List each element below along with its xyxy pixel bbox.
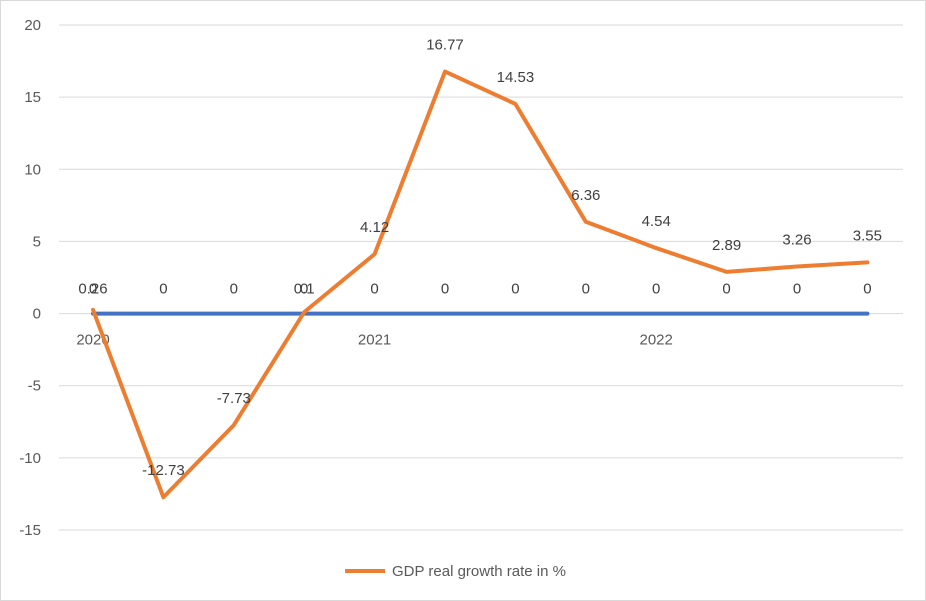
data-label-baseline-10: 0: [793, 281, 801, 298]
data-label-baseline-3: 0: [300, 281, 308, 298]
gridlines: [59, 24, 903, 531]
y-tick-label--10: -10: [19, 450, 41, 467]
y-tick-label-15: 15: [24, 89, 41, 106]
y-tick-label--5: -5: [28, 378, 41, 395]
y-axis-ticks: 20 15 10 5 0 -5 -10 -15: [19, 17, 41, 539]
data-label-gdp-0: 0.26: [78, 281, 107, 298]
y-tick-label-10: 10: [24, 161, 41, 178]
data-label-gdp-11: 3.55: [853, 227, 882, 244]
data-label-gdp-2: -7.73: [217, 390, 251, 407]
data-label-gdp-8: 4.54: [642, 213, 671, 230]
x-axis-year-labels: 2020 2021 2022: [76, 332, 673, 349]
y-tick-label--15: -15: [19, 522, 41, 539]
data-label-baseline-0: 0: [89, 281, 97, 298]
x-year-label-2021: 2021: [358, 332, 391, 349]
y-tick-label-0: 0: [33, 306, 41, 323]
legend: GDP real growth rate in %: [345, 563, 566, 580]
data-label-gdp-10: 3.26: [782, 232, 811, 249]
series-lines: [91, 69, 870, 500]
data-label-baseline-1: 0: [159, 281, 167, 298]
data-label-gdp-5: 16.77: [426, 37, 464, 54]
data-label-baseline-2: 0: [230, 281, 238, 298]
data-label-gdp-3: 0.1: [294, 281, 315, 298]
data-label-baseline-5: 0: [441, 281, 449, 298]
data-label-baseline-8: 0: [652, 281, 660, 298]
data-labels: 0 0 0 0 0 0 0 0 0 0 0 00.26-12.73-7.730.14.1216.771…: [78, 37, 882, 480]
data-label-baseline-7: 0: [582, 281, 590, 298]
y-tick-label-5: 5: [33, 233, 41, 250]
data-label-gdp-6: 14.53: [497, 69, 535, 86]
data-label-gdp-1: -12.73: [142, 462, 185, 479]
data-label-baseline-6: 0: [511, 281, 519, 298]
data-label-baseline-4: 0: [370, 281, 378, 298]
data-label-gdp-7: 6.36: [571, 187, 600, 204]
data-label-baseline-9: 0: [722, 281, 730, 298]
x-year-label-2022: 2022: [640, 332, 673, 349]
data-label-gdp-4: 4.12: [360, 219, 389, 236]
y-tick-label-20: 20: [24, 17, 41, 34]
data-label-baseline-11: 0: [863, 281, 871, 298]
data-label-gdp-9: 2.89: [712, 237, 741, 254]
gdp-growth-line: [91, 69, 870, 500]
legend-label-gdp: GDP real growth rate in %: [392, 563, 566, 580]
